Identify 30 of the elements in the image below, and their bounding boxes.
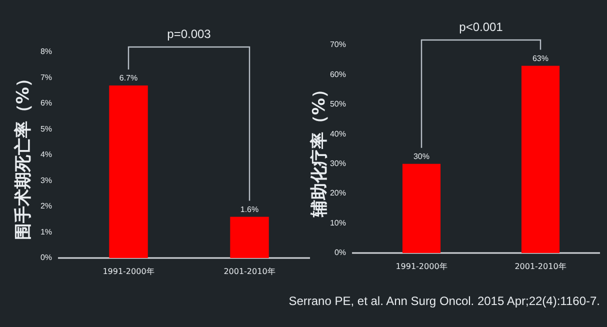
y-axis-title: 围手术期死亡率（%） [14, 70, 34, 240]
y-tick-label: 2% [40, 202, 52, 211]
y-tick-label: 30% [330, 158, 346, 168]
y-tick-label: 3% [40, 176, 52, 185]
text: p<0.001 [459, 20, 504, 34]
x-tick-label: 1991-2000年 [396, 262, 448, 271]
y-axis-title: 辅助化疗率（%） [310, 80, 330, 218]
y-tick-label: 7% [40, 72, 52, 82]
y-tick-label: 0% [334, 248, 346, 258]
y-tick-label: 8% [40, 47, 52, 56]
y-tick-label: 20% [330, 188, 346, 198]
y-tick-label: 50% [330, 100, 346, 109]
data-label: 30% [413, 152, 430, 161]
y-tick-label: 40% [330, 129, 346, 138]
y-tick-label: 6% [40, 98, 52, 108]
y-tick-label: 4% [40, 150, 52, 160]
y-tick-label: 1% [40, 227, 52, 236]
data-label: 6.7% [119, 73, 138, 82]
y-tick-label: 60% [330, 70, 346, 79]
y-tick-label: 10% [330, 218, 346, 228]
y-tick-label: 70% [330, 40, 346, 50]
data-label: 1.6% [240, 204, 259, 214]
text: Serrano PE, et al. Ann Surg Oncol. 2015 Apr;22(4):1160-7. [288, 294, 600, 308]
y-tick-label: 5% [40, 124, 52, 134]
x-tick-label: 1991-2000年 [102, 267, 154, 276]
text: p=0.003 [167, 27, 212, 41]
data-label: 63% [532, 54, 549, 63]
x-tick-label: 2001-2010年 [514, 262, 566, 271]
y-tick-label: 0% [40, 253, 52, 262]
x-tick-label: 2001-2010年 [224, 267, 276, 276]
